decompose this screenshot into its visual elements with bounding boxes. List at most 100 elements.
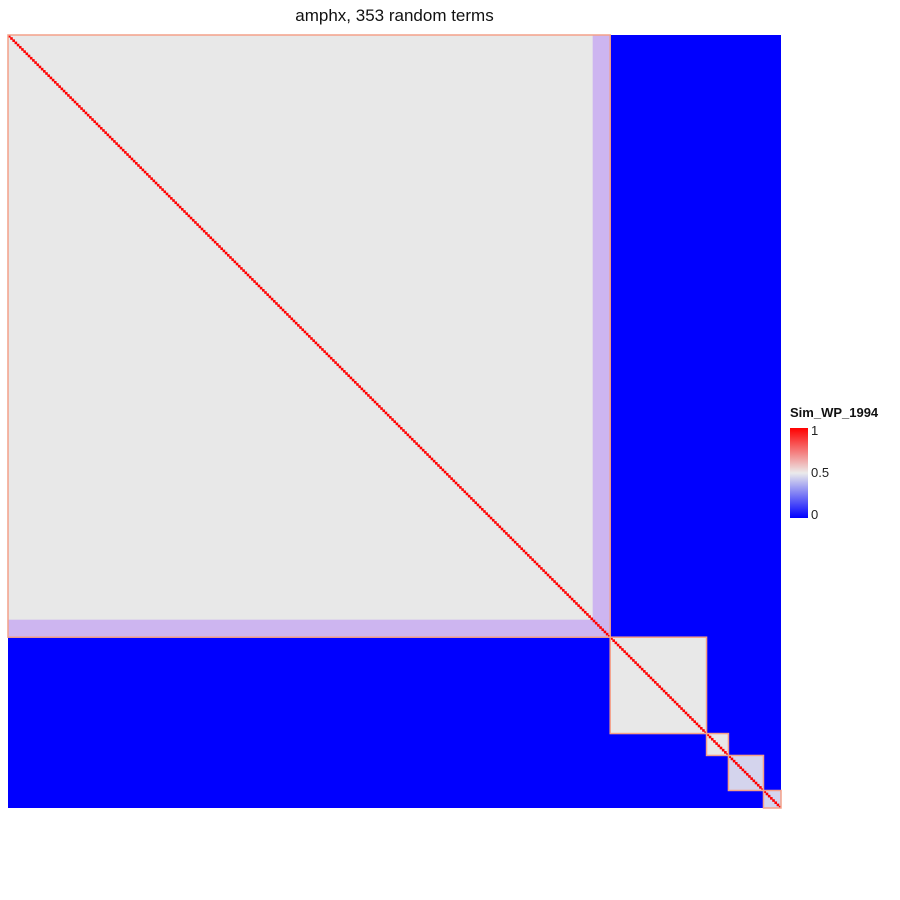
- diagonal-cell: [202, 229, 206, 233]
- diagonal-cell: [526, 553, 530, 557]
- diagonal-cell: [373, 400, 377, 404]
- diagonal-cell: [139, 166, 142, 169]
- diagonal-cell: [310, 337, 313, 340]
- diagonal-cell: [745, 772, 749, 776]
- diagonal-cell: [610, 637, 613, 640]
- legend-title: Sim_WP_1994: [790, 405, 879, 420]
- diagonal-cell: [483, 510, 486, 513]
- diagonal-cell: [533, 560, 537, 564]
- diagonal-cell: [710, 737, 714, 741]
- diagonal-cell: [660, 687, 664, 691]
- diagonal-cell: [340, 367, 344, 371]
- diagonal-cell: [478, 505, 482, 509]
- diagonal-cell: [772, 799, 775, 802]
- diagonal-cell: [586, 613, 589, 616]
- diagonal-cell: [246, 273, 250, 277]
- diagonal-cell: [708, 735, 712, 739]
- diagonal-cell: [735, 762, 738, 765]
- diagonal-cell: [406, 433, 410, 437]
- diagonal-cell: [64, 91, 68, 95]
- diagonal-cell: [553, 580, 556, 583]
- diagonal-cell: [51, 78, 55, 82]
- diagonal-cell: [719, 746, 723, 750]
- diagonal-cell: [135, 162, 138, 165]
- diagonal-cell: [675, 702, 679, 706]
- diagonal-cell: [84, 111, 88, 115]
- cluster-outlines: [7, 34, 782, 809]
- diagonal-cell: [524, 551, 528, 555]
- diagonal-cell: [159, 186, 162, 189]
- diagonal-cell: [29, 56, 33, 60]
- diagonal-cell: [161, 188, 164, 191]
- diagonal-cell: [251, 278, 254, 281]
- diagonal-cell: [756, 783, 760, 787]
- diagonal-cell: [154, 181, 158, 185]
- diagonal-cell: [535, 562, 539, 566]
- diagonal-cell: [544, 571, 548, 575]
- diagonal-cell: [594, 621, 598, 625]
- diagonal-cell: [91, 118, 94, 121]
- diagonal-cell: [680, 707, 683, 710]
- diagonal-cell: [452, 479, 456, 483]
- diagonal-cell: [743, 770, 747, 774]
- diagonal-cell: [555, 582, 559, 586]
- diagonal-cell: [568, 595, 572, 599]
- diagonal-cell: [334, 361, 337, 364]
- diagonal-cell: [297, 324, 300, 327]
- diagonal-cell: [750, 777, 753, 780]
- diagonal-cell: [437, 464, 440, 467]
- diagonal-cell: [40, 67, 44, 71]
- diagonal-cell: [275, 302, 278, 305]
- diagonal-cell: [645, 672, 648, 675]
- legend-tick-label: 1: [811, 423, 819, 438]
- diagonal-cell: [770, 797, 773, 800]
- diagonal-cell: [283, 310, 287, 314]
- diagonal-cell: [570, 597, 574, 601]
- diagonal-cell: [623, 650, 626, 653]
- diagonal-cell: [305, 332, 309, 336]
- diagonal-cell: [428, 455, 432, 459]
- diagonal-cell: [728, 755, 732, 759]
- diagonal-cell: [380, 407, 383, 410]
- diagonal-cell: [196, 223, 199, 226]
- diagonal-cell: [38, 65, 42, 69]
- diagonal-cell: [272, 299, 276, 303]
- diagonal-cell: [695, 722, 699, 726]
- diagonal-cell: [612, 639, 615, 642]
- diagonal-cell: [259, 286, 263, 290]
- diagonal-cell: [491, 518, 495, 522]
- diagonal-cell: [288, 315, 291, 318]
- diagonal-cell: [369, 396, 372, 399]
- diagonal-cell: [262, 289, 265, 292]
- diagonal-cell: [78, 105, 81, 108]
- diagonal-cell: [152, 179, 156, 183]
- diagonal-cell: [384, 411, 388, 415]
- diagonal-cell: [767, 794, 771, 798]
- diagonal-cell: [621, 648, 624, 651]
- diagonal-cell: [625, 652, 629, 656]
- diagonal-cell: [104, 131, 107, 134]
- diagonal-cell: [472, 499, 475, 502]
- diagonal-cell: [402, 429, 405, 432]
- diagonal-cell: [99, 126, 103, 130]
- cluster-outline: [7, 34, 611, 638]
- diagonal-cell: [25, 52, 29, 56]
- diagonal-cell: [191, 218, 195, 222]
- diagonal-cell: [290, 317, 294, 321]
- diagonal-cell: [647, 674, 651, 678]
- diagonal-cell: [36, 63, 40, 67]
- diagonal-cell: [21, 48, 24, 51]
- diagonal-cell: [673, 700, 677, 704]
- diagonal-cell: [60, 87, 64, 91]
- diagonal-cell: [424, 451, 427, 454]
- diagonal-cell: [327, 354, 331, 358]
- diagonal-cell: [189, 216, 193, 220]
- diagonal-cell: [318, 345, 322, 349]
- diagonal-cell: [485, 512, 488, 515]
- diagonal-cell: [229, 256, 232, 259]
- diagonal-cell: [176, 203, 180, 207]
- diagonal-cell: [682, 709, 686, 713]
- diagonal-cell: [242, 269, 245, 272]
- diagonal-cell: [281, 308, 285, 312]
